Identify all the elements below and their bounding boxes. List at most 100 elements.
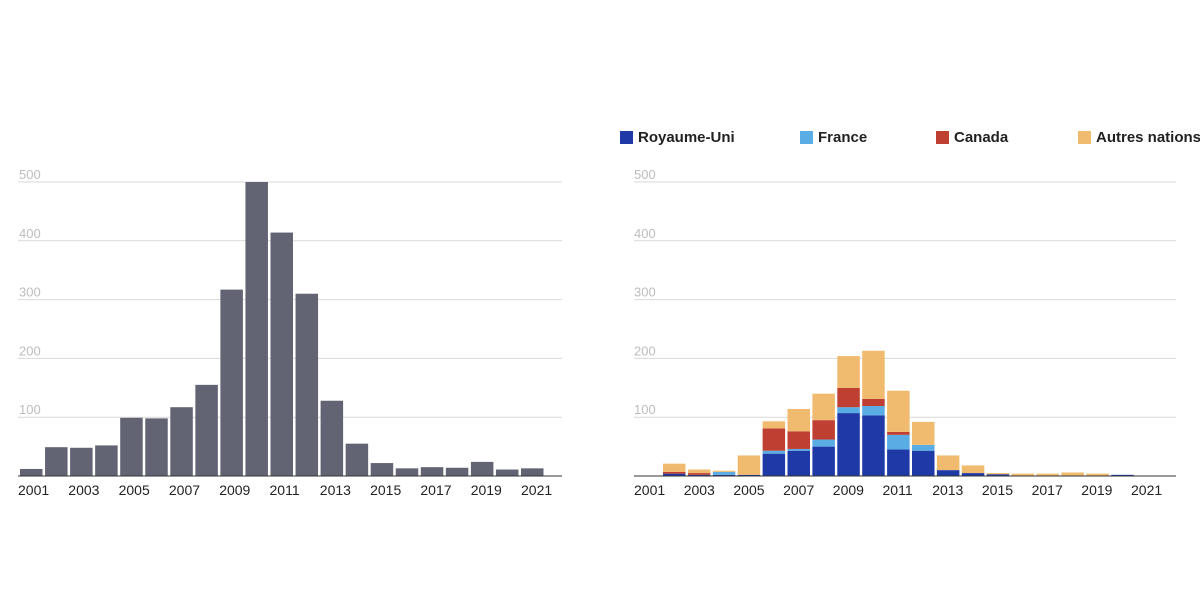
bar-2003 bbox=[70, 447, 93, 476]
bar-2015-autres-nations bbox=[1011, 473, 1035, 476]
legend-swatch-france bbox=[800, 131, 813, 144]
x-tick-label-2021: 2021 bbox=[1131, 482, 1162, 498]
bar-2015 bbox=[370, 463, 394, 476]
x-tick-label-2015: 2015 bbox=[982, 482, 1013, 498]
bar-2011-autres-nations bbox=[912, 421, 935, 445]
chart-total: 100 200 300 400 500 2001 2003 2005 2007 2009 2011 2… bbox=[18, 167, 562, 498]
x-tick-label-2007: 2007 bbox=[783, 482, 814, 498]
bar-2004 bbox=[95, 445, 118, 476]
bar-2017 bbox=[420, 467, 444, 476]
bar-2012-autres-nations bbox=[936, 455, 960, 471]
bar-2003-autres-nations bbox=[712, 470, 736, 472]
bar-2009-royaume-uni bbox=[862, 415, 885, 476]
y-tick-label-400: 400 bbox=[19, 226, 41, 241]
x-tick-label-2011: 2011 bbox=[270, 482, 300, 498]
legend: Royaume-Uni France Canada Autres nations bbox=[620, 129, 1200, 149]
y-tick-label-400: 400 bbox=[634, 226, 656, 241]
legend-item-france: France bbox=[800, 129, 867, 146]
legend-swatch-autres-nations bbox=[1078, 131, 1091, 144]
legend-label-france: France bbox=[818, 129, 868, 146]
bar-2014-autres-nations bbox=[986, 473, 1010, 475]
bar-2011-france bbox=[912, 444, 935, 451]
bar-2011 bbox=[270, 232, 293, 476]
bar-2007-autres-nations bbox=[812, 393, 835, 421]
x-tick-label-2003: 2003 bbox=[684, 482, 715, 498]
bar-2009-canada bbox=[862, 398, 885, 407]
bar-2005-autres-nations bbox=[762, 421, 786, 429]
bar-2007-royaume-uni bbox=[812, 446, 835, 476]
bar-2006-france bbox=[787, 448, 810, 451]
x-tick-label-2005: 2005 bbox=[119, 482, 150, 498]
bar-2019-royaume-uni bbox=[1111, 474, 1134, 476]
legend-label-canada: Canada bbox=[954, 129, 1009, 146]
x-tick-label-2019: 2019 bbox=[471, 482, 502, 498]
bar-2002-autres-nations bbox=[687, 469, 711, 474]
bar-2008-autres-nations bbox=[837, 356, 860, 388]
y-tick-label-300: 300 bbox=[634, 285, 656, 300]
bar-2001-royaume-uni bbox=[663, 473, 686, 476]
bar-2002-canada bbox=[687, 473, 711, 475]
legend-label-royaume-uni: Royaume-Uni bbox=[638, 129, 735, 146]
bar-2010-canada bbox=[887, 431, 910, 435]
chart-stacked: 100 200 300 400 500 2001 2003 2005 2007 2009 2011 2… bbox=[634, 167, 1176, 498]
bar-2005-canada bbox=[762, 428, 786, 451]
x-tick-label-2001: 2001 bbox=[18, 482, 49, 498]
y-tick-label-100: 100 bbox=[19, 402, 41, 417]
x-tick-label-2013: 2013 bbox=[932, 482, 963, 498]
bar-2021 bbox=[521, 468, 544, 476]
x-tick-label-2017: 2017 bbox=[420, 482, 451, 498]
bar-2009 bbox=[220, 289, 243, 476]
legend-swatch-canada bbox=[936, 131, 949, 144]
bar-2005 bbox=[120, 417, 143, 476]
bar-2002-royaume-uni bbox=[687, 474, 711, 476]
legend-item-autres-nations: Autres nations bbox=[1078, 129, 1200, 146]
bar-2008-royaume-uni bbox=[837, 413, 860, 476]
y-tick-label-500: 500 bbox=[634, 167, 656, 182]
bar-2014-royaume-uni bbox=[986, 474, 1010, 476]
y-tick-label-500: 500 bbox=[19, 167, 41, 182]
x-tick-label-2005: 2005 bbox=[733, 482, 764, 498]
bar-2008-france bbox=[837, 407, 860, 414]
bar-2012 bbox=[295, 293, 319, 476]
bar-2016-autres-nations bbox=[1036, 473, 1059, 476]
bar-2006-autres-nations bbox=[787, 408, 810, 432]
x-tick-label-2011: 2011 bbox=[883, 482, 913, 498]
bar-2001-canada bbox=[663, 471, 686, 474]
legend-swatch-royaume-uni bbox=[620, 131, 633, 144]
bar-2010-autres-nations bbox=[887, 390, 910, 432]
bar-2009-autres-nations bbox=[862, 350, 885, 399]
legend-item-royaume-uni: Royaume-Uni bbox=[620, 129, 735, 146]
bar-2019 bbox=[470, 461, 494, 476]
bar-2017-autres-nations bbox=[1061, 472, 1084, 476]
bar-2014 bbox=[345, 443, 369, 476]
bar-2002 bbox=[45, 447, 68, 476]
bar-2007-france bbox=[812, 439, 835, 447]
bar-2005-royaume-uni bbox=[762, 453, 786, 476]
x-tick-label-2009: 2009 bbox=[219, 482, 250, 498]
bar-2013 bbox=[320, 400, 344, 476]
bar-2003-royaume-uni bbox=[712, 474, 736, 476]
x-tick-label-2013: 2013 bbox=[320, 482, 351, 498]
y-tick-label-200: 200 bbox=[19, 343, 41, 358]
bar-2013-autres-nations bbox=[961, 465, 985, 474]
y-tick-label-100: 100 bbox=[634, 402, 656, 417]
y-tick-label-200: 200 bbox=[634, 343, 656, 358]
bar-2008 bbox=[195, 384, 218, 476]
bar-2011-royaume-uni bbox=[912, 450, 935, 476]
bar-2016 bbox=[395, 468, 419, 476]
bar-2004-royaume-uni bbox=[737, 474, 761, 476]
bar-2010-royaume-uni bbox=[887, 449, 910, 476]
bar-2009-france bbox=[862, 406, 885, 416]
bar-2008-canada bbox=[837, 387, 860, 408]
y-tick-label-300: 300 bbox=[19, 285, 41, 300]
x-tick-label-2015: 2015 bbox=[370, 482, 401, 498]
bar-2018-autres-nations bbox=[1086, 473, 1109, 476]
bar-2006-canada bbox=[787, 431, 810, 449]
x-tick-label-2001: 2001 bbox=[634, 482, 665, 498]
x-tick-label-2017: 2017 bbox=[1032, 482, 1063, 498]
bar-2013-royaume-uni bbox=[961, 473, 985, 476]
bar-2007 bbox=[170, 407, 193, 476]
legend-item-canada: Canada bbox=[936, 129, 1008, 146]
